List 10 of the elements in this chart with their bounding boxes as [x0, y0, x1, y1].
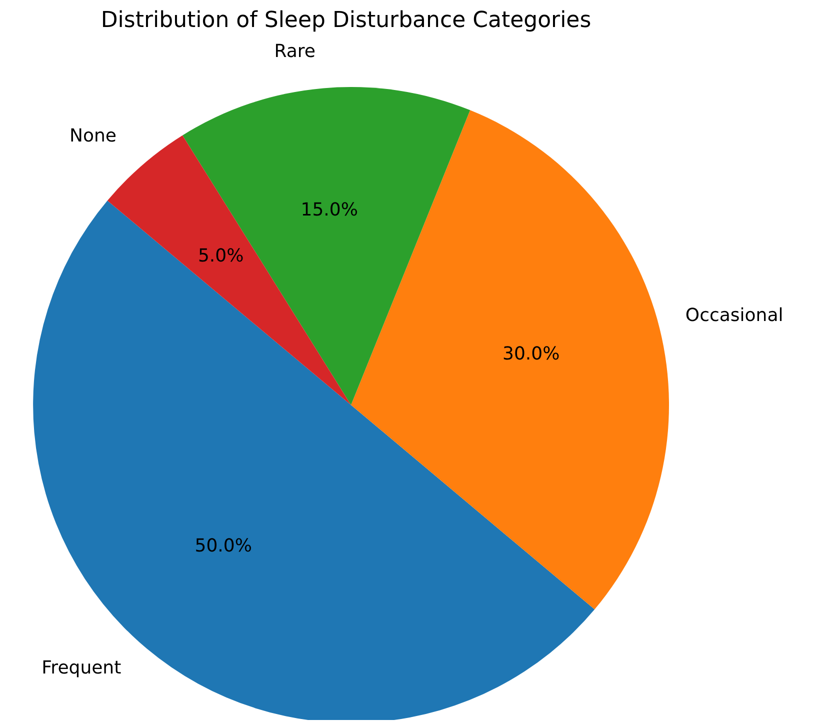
pie-slice — [182, 87, 470, 405]
data-label: 50.0% — [194, 536, 252, 557]
data-label: 5.0% — [198, 246, 244, 266]
slice-label: Frequent — [42, 657, 122, 678]
data-label: 15.0% — [300, 199, 358, 220]
slice-label: Rare — [274, 41, 316, 62]
slice-label: None — [70, 126, 117, 147]
chart-title: Distribution of Sleep Disturbance Categories — [100, 8, 592, 33]
data-label: 30.0% — [502, 343, 560, 364]
slice-label: Occasional — [685, 304, 784, 326]
